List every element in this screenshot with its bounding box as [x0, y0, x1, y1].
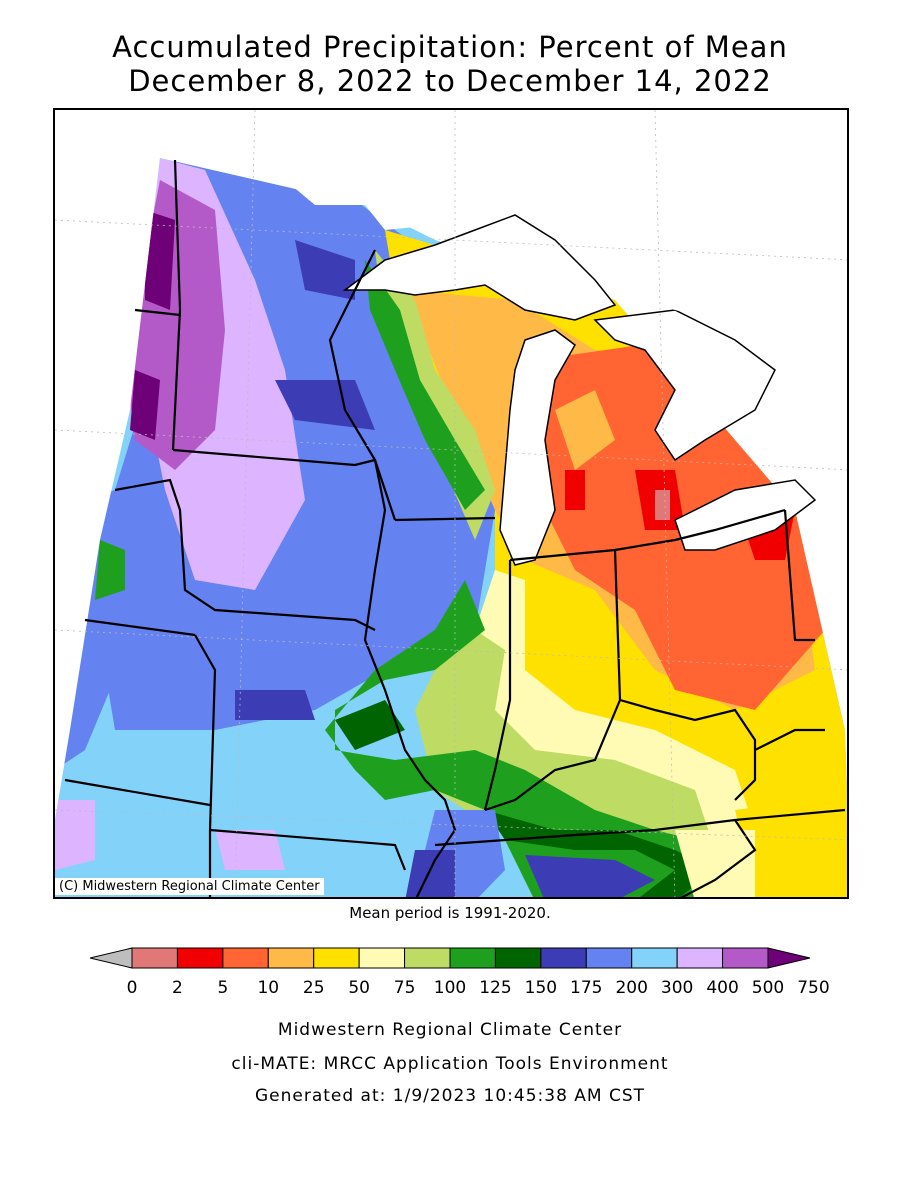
legend-tick-label: 300	[661, 978, 693, 998]
legend-swatch	[222, 947, 269, 969]
legend-swatch	[358, 947, 406, 969]
legend-swatch	[585, 947, 633, 969]
legend-tick-label: 400	[706, 978, 738, 998]
legend-tick-label: 125	[479, 978, 511, 998]
footer-generated: Generated at: 1/9/2023 10:45:38 AM CST	[254, 1086, 646, 1106]
legend-swatch-low-arrow	[89, 947, 133, 969]
precipitation-map	[53, 108, 849, 899]
map-credit: (C) Midwestern Regional Climate Center	[55, 878, 324, 895]
legend-swatch	[722, 947, 769, 969]
legend-swatch	[176, 947, 224, 969]
legend-tick-label: 150	[525, 978, 557, 998]
legend-colorbar: 0 2 5 10 25 50 75 100 125 150 175 200 300 400 500 750	[89, 947, 830, 998]
legend-swatch	[131, 947, 178, 969]
map-title-line1: Accumulated Precipitation: Percent of Me…	[112, 30, 788, 64]
legend-swatch	[676, 947, 724, 969]
legend-swatch	[540, 947, 587, 969]
legend-tick-label: 500	[752, 978, 784, 998]
legend-tick-label: 750	[797, 978, 829, 998]
legend-swatch	[449, 947, 496, 969]
footer-tool: cli-MATE: MRCC Application Tools Environ…	[231, 1054, 669, 1074]
mean-period-note: Mean period is 1991-2020.	[349, 904, 551, 922]
legend-tick-label: 100	[434, 978, 466, 998]
footer-org: Midwestern Regional Climate Center	[277, 1020, 623, 1040]
legend-swatch	[494, 947, 542, 969]
legend-swatch	[313, 947, 360, 969]
legend-swatch	[631, 947, 678, 969]
legend-swatch-high-arrow	[767, 947, 811, 969]
legend-tick-label: 50	[348, 978, 370, 998]
map-title-line2: December 8, 2022 to December 14, 2022	[128, 64, 772, 98]
legend-tick-label: 10	[257, 978, 279, 998]
legend-swatch	[404, 947, 451, 969]
legend-swatch	[267, 947, 315, 969]
legend-tick-label: 5	[217, 978, 228, 998]
map-graphic	[55, 110, 847, 897]
legend-tick-label: 0	[127, 978, 138, 998]
legend-tick-label: 25	[303, 978, 325, 998]
legend-tick-label: 175	[570, 978, 602, 998]
legend-tick-label: 2	[172, 978, 183, 998]
legend-tick-label: 75	[394, 978, 416, 998]
legend-tick-label: 200	[615, 978, 647, 998]
